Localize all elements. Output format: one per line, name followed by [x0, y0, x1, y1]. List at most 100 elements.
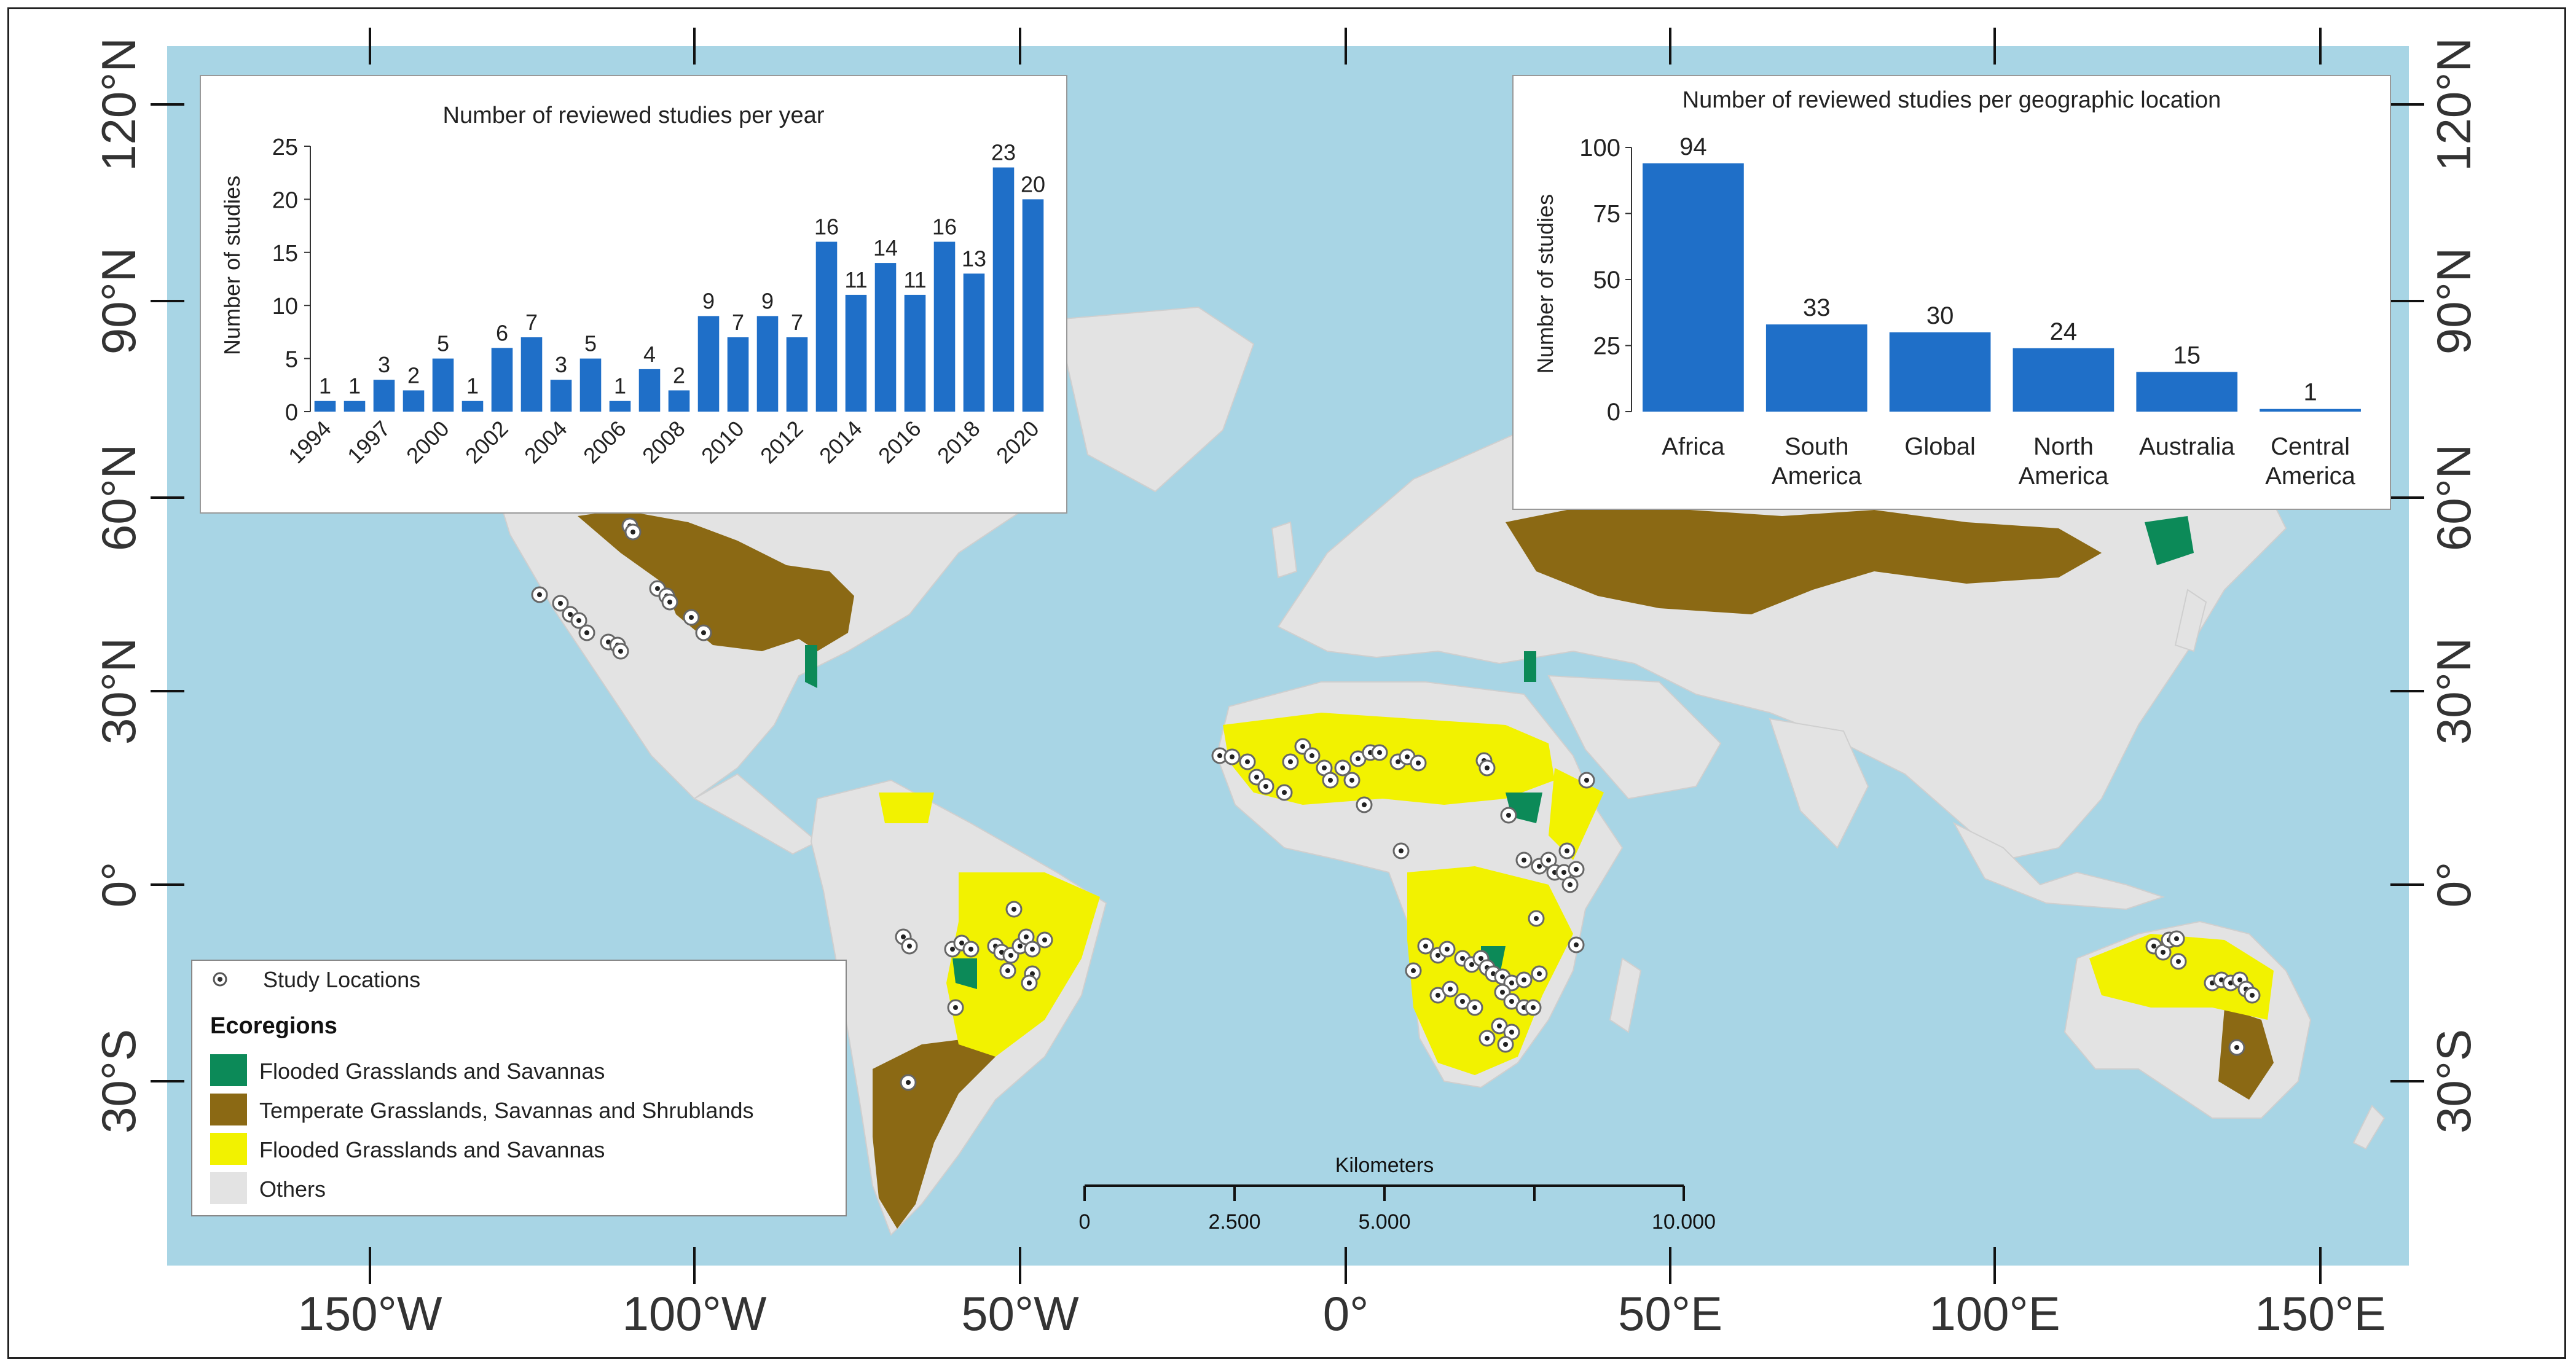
chart-year-bar — [432, 358, 454, 412]
study-point-center — [2174, 936, 2179, 941]
chart-year-bar — [550, 380, 572, 412]
chart-loc-axes: 0 25 50 75 100 Africa South America Global North A… — [1579, 135, 2355, 490]
chart-year-bar-value: 1 — [466, 374, 479, 399]
scale-bar-label: 10.000 — [1652, 1210, 1716, 1234]
chart-year-bar-value: 20 — [1021, 171, 1045, 197]
chart-loc-category-label: Australia — [2139, 433, 2235, 460]
venezuela-llanos — [879, 793, 934, 823]
chart-year-bar — [314, 401, 336, 412]
lat-label-right: 30°N — [2427, 638, 2481, 745]
chart-year-ytick-label: 5 — [285, 347, 298, 373]
study-point-center — [1230, 754, 1235, 759]
southeast-asia — [1952, 821, 2166, 910]
chart-year-bar — [344, 401, 366, 412]
lat-label-right: 30°S — [2427, 1029, 2481, 1133]
chart-year-bar-value: 6 — [496, 320, 508, 345]
chart-year-bar-value: 3 — [378, 352, 390, 377]
chart-year-bar — [609, 401, 631, 412]
study-point-center — [558, 601, 563, 606]
study-point-center — [1349, 778, 1354, 783]
study-point-center — [1328, 778, 1333, 783]
lon-label: 0° — [1323, 1286, 1369, 1341]
legend-item-label: Flooded Grasslands and Savannas — [259, 1137, 605, 1162]
lat-label-left: 30°N — [92, 638, 146, 745]
new-zealand — [2352, 1105, 2386, 1150]
chart-loc-ylabel: Number of studies — [1533, 194, 1558, 374]
lon-label: 100°W — [622, 1286, 767, 1341]
chart-year-bar-value: 2 — [407, 362, 420, 388]
lat-label-left: 0° — [92, 862, 146, 908]
study-point-center — [1509, 981, 1514, 985]
chart-year-bar-value: 4 — [643, 342, 656, 367]
lon-label: 50°W — [961, 1286, 1079, 1341]
japan — [2174, 589, 2207, 652]
chart-year-ytick-label: 25 — [272, 135, 298, 160]
greenland — [1056, 306, 1255, 493]
chart-year-bar — [491, 348, 513, 412]
study-points — [531, 517, 2261, 1091]
chart-year-bar-value: 3 — [555, 352, 567, 377]
study-location-symbol-dot — [218, 977, 222, 982]
chart-year-bar-value: 7 — [525, 310, 538, 335]
study-point-center — [1584, 778, 1589, 783]
study-point-center — [1460, 956, 1465, 961]
chart-year-bar — [373, 380, 395, 412]
study-point-center — [1030, 947, 1035, 952]
chart-year-bar — [963, 273, 985, 412]
study-point-center — [1509, 999, 1514, 1004]
chart-loc-bar — [2012, 348, 2115, 412]
study-point-center — [1478, 956, 1483, 961]
study-point-center — [950, 947, 955, 952]
chart-loc-title: Number of reviewed studies per geographi… — [1683, 87, 2221, 113]
chart-loc-bar-value: 30 — [1926, 302, 1954, 329]
study-point-center — [1500, 990, 1505, 995]
chart-year-bar-value: 1 — [614, 374, 626, 399]
chart-year-bar-value: 7 — [791, 310, 803, 335]
study-point-center — [1300, 744, 1305, 749]
chart-year-ytick-label: 15 — [272, 241, 298, 267]
study-point-center — [1217, 753, 1222, 758]
chart-loc-category-label: South — [1785, 433, 1849, 460]
study-point-center — [2161, 950, 2166, 955]
chart-year-bar-value: 1 — [319, 374, 331, 399]
chart-loc-ytick-label: 25 — [1593, 333, 1621, 360]
study-point-center — [1546, 858, 1551, 863]
study-point-center — [1396, 759, 1400, 764]
chart-year-bar — [520, 337, 543, 412]
lat-label-left: 120°N — [92, 37, 146, 171]
study-point-center — [1011, 907, 1016, 912]
chart-year-ylabel: Number of studies — [219, 176, 245, 355]
scale-bar-title: Kilometers — [1335, 1154, 1434, 1177]
study-point-center — [1435, 993, 1440, 998]
study-point-center — [1537, 864, 1542, 869]
study-point-center — [1568, 882, 1573, 887]
legend-item-label: Flooded Grasslands and Savannas — [259, 1059, 605, 1084]
chart-loc-category-label: America — [1772, 463, 1862, 490]
study-point-center — [2250, 993, 2255, 998]
legend-swatch-temperate — [210, 1094, 247, 1125]
study-point-center — [1411, 968, 1416, 973]
study-point-center — [701, 630, 706, 635]
legend-item-label: Others — [259, 1176, 326, 1202]
temperate-eurasia — [1506, 504, 2102, 614]
scale-bar: Kilometers 0 2.500 5.000 10.000 — [1079, 1154, 1716, 1234]
study-point-center — [568, 612, 573, 617]
chart-year-bar-value: 13 — [962, 246, 986, 271]
chart-year-bar-value: 5 — [437, 331, 449, 356]
study-point-center — [1472, 1005, 1477, 1010]
legend: Study Locations Ecoregions Flooded Grass… — [191, 960, 847, 1216]
study-point-center — [1445, 947, 1450, 952]
study-point-center — [959, 941, 964, 945]
lon-label: 150°E — [2255, 1286, 2386, 1341]
chart-year-ytick-label: 10 — [272, 294, 298, 319]
study-point-center — [1356, 756, 1361, 761]
uk — [1271, 521, 1298, 579]
study-point-center — [1497, 1024, 1502, 1028]
lat-label-right: 120°N — [2427, 37, 2481, 171]
temperate-australia — [2218, 1008, 2274, 1100]
chart-year-bar-value: 23 — [991, 140, 1016, 165]
study-point-center — [1574, 867, 1579, 872]
scale-bar-label: 0 — [1079, 1210, 1091, 1234]
study-point-center — [1460, 999, 1465, 1004]
